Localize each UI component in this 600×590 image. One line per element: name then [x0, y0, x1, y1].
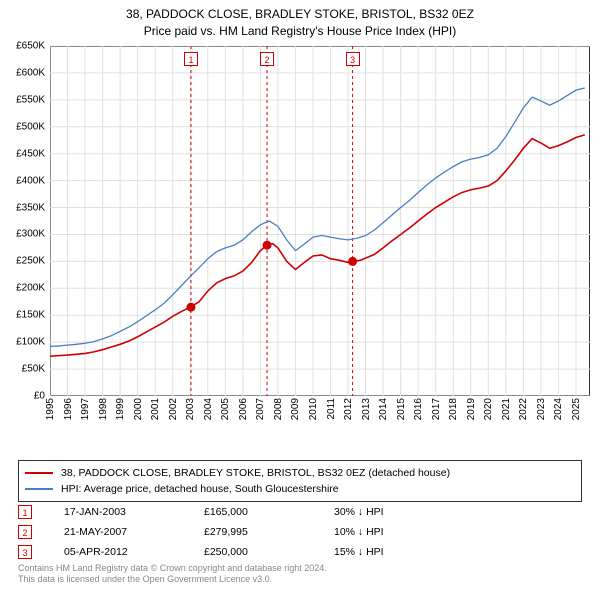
x-axis-label: 2019 [466, 398, 477, 420]
y-axis-label: £0 [0, 391, 45, 402]
x-axis-label: 2006 [238, 398, 249, 420]
x-axis-label: 2025 [571, 398, 582, 420]
x-axis-label: 2011 [326, 398, 337, 420]
title-line-2: Price paid vs. HM Land Registry's House … [0, 23, 600, 40]
y-axis-label: £150K [0, 310, 45, 321]
chart-container: 38, PADDOCK CLOSE, BRADLEY STOKE, BRISTO… [0, 0, 600, 590]
x-axis-label: 2000 [133, 398, 144, 420]
x-axis-label: 2005 [220, 398, 231, 420]
legend-row: 38, PADDOCK CLOSE, BRADLEY STOKE, BRISTO… [25, 465, 575, 481]
legend-label: 38, PADDOCK CLOSE, BRADLEY STOKE, BRISTO… [61, 467, 450, 479]
event-row: 2 21-MAY-2007£279,99510% ↓ HPI [18, 522, 582, 542]
events-table: 1 17-JAN-2003£165,00030% ↓ HPI 2 21-MAY-200… [18, 502, 582, 562]
event-date: 21-MAY-2007 [64, 526, 204, 538]
x-axis-label: 2018 [448, 398, 459, 420]
y-axis-label: £50K [0, 364, 45, 375]
legend: 38, PADDOCK CLOSE, BRADLEY STOKE, BRISTO… [18, 460, 582, 502]
y-axis-label: £500K [0, 121, 45, 132]
y-axis-label: £550K [0, 94, 45, 105]
event-row: 1 17-JAN-2003£165,00030% ↓ HPI [18, 502, 582, 522]
x-axis-label: 2004 [203, 398, 214, 420]
x-axis-label: 1997 [80, 398, 91, 420]
event-delta: 30% ↓ HPI [334, 506, 454, 518]
legend-swatch [25, 488, 53, 490]
x-axis-label: 2023 [536, 398, 547, 420]
x-axis-label: 2003 [185, 398, 196, 420]
event-number-box: 3 [18, 545, 32, 559]
legend-row: HPI: Average price, detached house, Sout… [25, 481, 575, 497]
event-price: £165,000 [204, 506, 334, 518]
chart-area: £0£50K£100K£150K£200K£250K£300K£350K£400… [50, 46, 590, 416]
y-axis-label: £600K [0, 67, 45, 78]
x-axis-label: 2014 [378, 398, 389, 420]
event-date: 05-APR-2012 [64, 546, 204, 558]
y-axis-label: £200K [0, 283, 45, 294]
y-axis-label: £250K [0, 256, 45, 267]
x-axis-label: 2002 [168, 398, 179, 420]
event-price: £279,995 [204, 526, 334, 538]
legend-swatch [25, 472, 53, 474]
event-row: 3 05-APR-2012£250,00015% ↓ HPI [18, 542, 582, 562]
y-axis-label: £300K [0, 229, 45, 240]
x-axis-label: 1996 [63, 398, 74, 420]
x-axis-label: 1999 [115, 398, 126, 420]
x-axis-label: 2016 [413, 398, 424, 420]
event-number-box: 2 [18, 525, 32, 539]
x-axis-label: 2015 [396, 398, 407, 420]
event-marker: 2 [260, 52, 274, 66]
event-marker: 3 [346, 52, 360, 66]
x-axis-label: 2008 [273, 398, 284, 420]
x-axis-label: 1995 [45, 398, 56, 420]
chart-title: 38, PADDOCK CLOSE, BRADLEY STOKE, BRISTO… [0, 0, 600, 40]
x-axis-label: 2013 [361, 398, 372, 420]
event-number-box: 1 [18, 505, 32, 519]
x-axis-label: 2017 [431, 398, 442, 420]
x-axis-label: 2007 [255, 398, 266, 420]
x-axis-label: 2010 [308, 398, 319, 420]
legend-label: HPI: Average price, detached house, Sout… [61, 483, 339, 495]
x-axis-label: 2021 [501, 398, 512, 420]
x-axis-label: 2009 [290, 398, 301, 420]
event-delta: 10% ↓ HPI [334, 526, 454, 538]
x-axis-label: 2012 [343, 398, 354, 420]
y-axis-label: £100K [0, 337, 45, 348]
event-delta: 15% ↓ HPI [334, 546, 454, 558]
footer: Contains HM Land Registry data © Crown c… [18, 563, 327, 586]
event-date: 17-JAN-2003 [64, 506, 204, 518]
plot-svg [50, 46, 590, 396]
event-price: £250,000 [204, 546, 334, 558]
footer-line-2: This data is licensed under the Open Gov… [18, 574, 327, 585]
x-axis-label: 2024 [553, 398, 564, 420]
y-axis-label: £400K [0, 175, 45, 186]
y-axis-label: £450K [0, 148, 45, 159]
y-axis-label: £350K [0, 202, 45, 213]
x-axis-label: 1998 [98, 398, 109, 420]
event-marker: 1 [184, 52, 198, 66]
y-axis-label: £650K [0, 41, 45, 52]
x-axis-label: 2022 [518, 398, 529, 420]
x-axis-label: 2020 [483, 398, 494, 420]
title-line-1: 38, PADDOCK CLOSE, BRADLEY STOKE, BRISTO… [0, 6, 600, 23]
footer-line-1: Contains HM Land Registry data © Crown c… [18, 563, 327, 574]
x-axis-label: 2001 [150, 398, 161, 420]
